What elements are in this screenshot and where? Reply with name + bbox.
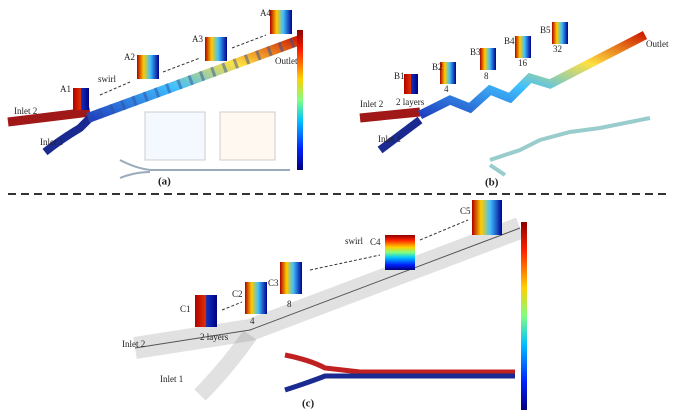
- cross-section: [205, 37, 227, 61]
- colorbar: [521, 222, 527, 410]
- label: 2 layers: [200, 332, 229, 342]
- cross-section: [480, 48, 496, 70]
- panel-label: (b): [485, 177, 499, 189]
- label: A1: [60, 84, 71, 94]
- label: 8: [287, 299, 292, 309]
- cross-section: [280, 262, 302, 294]
- channel-outline: [120, 160, 290, 178]
- label: 2 layers: [396, 97, 425, 107]
- label: B4: [504, 36, 515, 46]
- label: A4: [260, 8, 271, 18]
- panel-label: (a): [158, 176, 171, 188]
- label: B3: [470, 47, 481, 57]
- panel-a-graphics: [8, 10, 303, 178]
- label: B1: [394, 71, 405, 81]
- cross-section: [270, 10, 292, 34]
- label: C5: [460, 206, 471, 216]
- label: Outlet: [275, 56, 298, 66]
- label: Inlet 1: [160, 374, 183, 384]
- wireframe-channel: [135, 228, 520, 348]
- label: 16: [518, 58, 528, 68]
- cross-section: [73, 88, 89, 110]
- cross-section: [552, 22, 568, 44]
- label: C4: [370, 237, 381, 247]
- cross-section: [245, 282, 267, 314]
- figure: (a) swirl Outlet Inlet 2 Inlet 1 A1 A2 A3 A4 (b) O…: [0, 0, 676, 413]
- label: A2: [124, 52, 135, 62]
- label: swirl: [98, 74, 116, 84]
- label: 4: [250, 316, 255, 326]
- label: B5: [540, 25, 551, 35]
- label: B2: [432, 62, 443, 72]
- colorbar: [297, 30, 303, 170]
- inset: [220, 112, 275, 160]
- label: A3: [192, 34, 203, 44]
- label: Inlet 2: [360, 99, 383, 109]
- channel-outline: [490, 118, 650, 160]
- label: C1: [180, 304, 191, 314]
- label: C3: [268, 278, 279, 288]
- label: 4: [444, 84, 449, 94]
- cross-section: [515, 36, 531, 58]
- label: Inlet 1: [40, 137, 63, 147]
- channel-inset: [285, 355, 515, 372]
- panel-label: (c): [302, 398, 315, 410]
- channel-inset: [285, 376, 515, 390]
- label: Outlet: [646, 39, 669, 49]
- label: swirl: [345, 236, 363, 246]
- cross-section: [404, 74, 418, 94]
- label: 32: [553, 44, 562, 54]
- cross-section: [472, 200, 502, 235]
- cross-section: [385, 235, 415, 270]
- panel-c-graphics: [135, 200, 527, 410]
- inset: [145, 112, 205, 160]
- label: C2: [232, 289, 243, 299]
- label: 8: [484, 71, 489, 81]
- label: Inlet 1: [378, 134, 401, 144]
- channel-outline: [490, 165, 505, 175]
- label: Inlet 2: [14, 106, 37, 116]
- inlet-channel: [360, 112, 420, 118]
- label: Inlet 2: [122, 339, 145, 349]
- cross-section: [137, 55, 159, 79]
- cross-section: [195, 295, 217, 327]
